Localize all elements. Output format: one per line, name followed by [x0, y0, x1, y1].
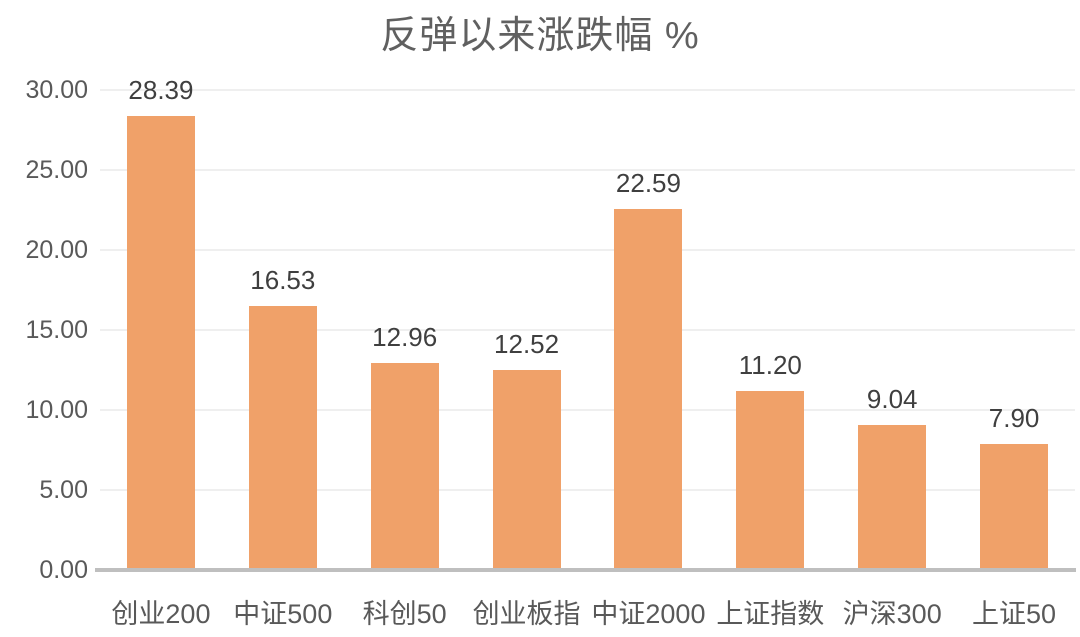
bar: [736, 390, 805, 570]
bar-value-label: 12.96: [372, 321, 438, 352]
bar-value-label: 16.53: [250, 264, 316, 295]
y-tick-label: 0.00: [39, 556, 88, 584]
gridline: [100, 249, 1075, 251]
y-tick-label: 5.00: [39, 476, 88, 504]
bar-slot: 12.96: [344, 90, 466, 570]
x-tick-label: 创业200: [111, 599, 211, 629]
x-tick-label: 中证500: [233, 599, 333, 629]
x-tick-label: 上证50: [972, 599, 1057, 629]
bar-value-label: 9.04: [866, 384, 918, 415]
bar-slot: 11.20: [709, 90, 831, 570]
bar-value-label: 12.52: [494, 328, 560, 359]
y-tick-label: 25.00: [25, 156, 88, 184]
bar-slot: 7.90: [953, 90, 1075, 570]
gridline: [100, 169, 1075, 171]
bar-value-label: 7.90: [988, 402, 1040, 433]
gridline: [100, 409, 1075, 411]
x-axis: 创业200 中证500 科创50 创业板指 中证2000 上证指数 沪深300 上证50: [100, 592, 1075, 629]
bar-slot: 22.59: [588, 90, 710, 570]
y-tick-label: 10.00: [25, 396, 88, 424]
bar: [858, 425, 927, 570]
bar: [980, 443, 1049, 570]
bar-slot: 9.04: [831, 90, 953, 570]
x-axis-line: [95, 568, 1076, 572]
gridline: [100, 329, 1075, 331]
bar-value-label: 11.20: [738, 349, 802, 380]
bar: [614, 208, 683, 570]
bar: [248, 305, 317, 570]
plot-area: 28.39 16.53 12.96 12.52 22.59 11.20 9.04 7.90: [95, 75, 1076, 572]
bar-slot: 28.39: [100, 75, 222, 570]
x-tick-label: 创业板指: [472, 599, 581, 629]
gridline: [100, 489, 1075, 491]
y-tick-label: 30.00: [25, 76, 88, 104]
x-tick-label: 沪深300: [842, 599, 942, 629]
x-tick-label: 科创50: [362, 599, 447, 629]
bar-value-label: 22.59: [615, 167, 681, 198]
y-tick-label: 20.00: [25, 236, 88, 264]
bar-slot: 16.53: [222, 90, 344, 570]
bar: [126, 115, 195, 570]
gridline: [100, 89, 1075, 91]
bar-value-label: 28.39: [128, 74, 194, 105]
x-tick-label: 上证指数: [716, 599, 825, 629]
bar-slot: 12.52: [466, 90, 588, 570]
chart-title: 反弹以来涨跌幅 %: [380, 15, 700, 57]
y-tick-label: 15.00: [25, 316, 88, 344]
bar: [370, 362, 439, 570]
bar: [492, 369, 561, 570]
x-tick-label: 中证2000: [591, 599, 706, 629]
y-axis: 0.00 5.00 10.00 15.00 20.00 25.00 30.00: [0, 76, 88, 584]
